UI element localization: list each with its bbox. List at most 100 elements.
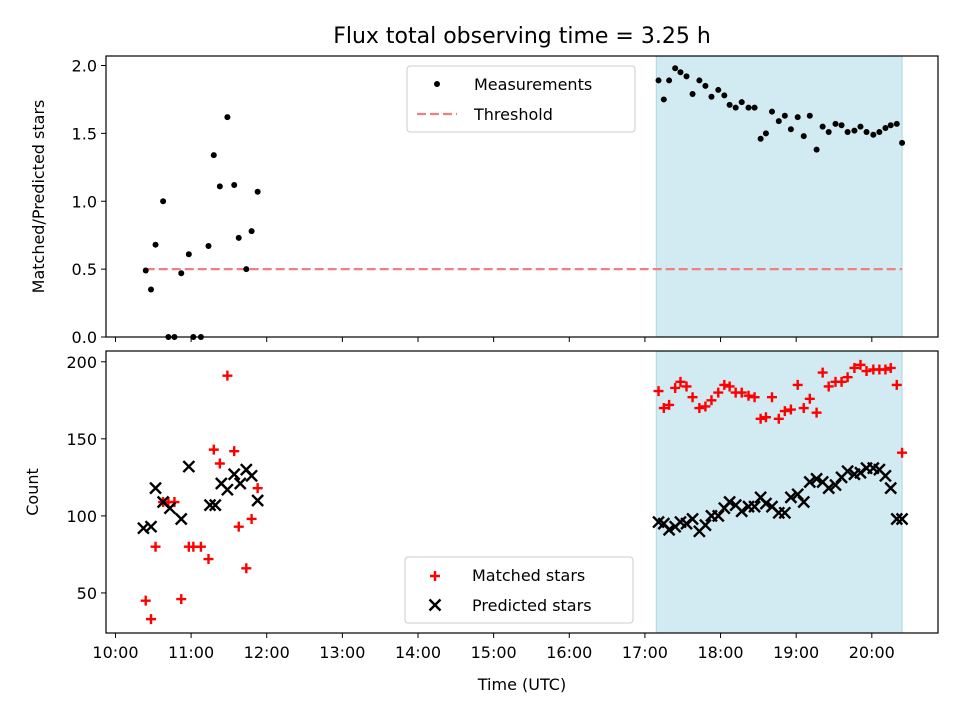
matched-point <box>653 386 664 397</box>
matched-point <box>658 403 669 414</box>
top-panel: 0.0 0.5 1.0 1.5 2.0 Matched/Predicted stars Me… <box>29 55 939 347</box>
measurement-point <box>216 183 223 190</box>
measurement-point <box>832 120 839 127</box>
matched-point <box>706 395 717 406</box>
matched-point <box>670 382 681 393</box>
matched-point <box>176 594 187 605</box>
measurement-point <box>825 129 832 136</box>
legend-plus-marker <box>430 571 440 581</box>
matched-point <box>252 483 263 494</box>
measurement-point <box>863 129 870 136</box>
matched-point <box>713 387 724 398</box>
legend-box <box>406 65 636 133</box>
legend-label: Threshold <box>473 105 553 124</box>
matched-point <box>214 458 225 469</box>
measurement-point <box>882 124 889 131</box>
y-tick-label: 200 <box>66 353 97 372</box>
x-tick-label: 17:00 <box>622 643 668 662</box>
measurement-point <box>745 104 752 111</box>
matched-point <box>229 446 240 457</box>
chart-title: Flux total observing time = 3.25 h <box>333 24 711 49</box>
matched-point <box>208 444 219 455</box>
measurement-point <box>757 135 764 142</box>
y-tick-label: 0.5 <box>72 260 97 279</box>
predicted-point <box>686 512 699 526</box>
measurement-point <box>794 114 801 121</box>
measurement-point <box>210 152 217 159</box>
y-tick-label: 50 <box>77 584 97 603</box>
predicted-point <box>822 481 836 495</box>
matched-point <box>849 362 860 373</box>
predicted-point <box>221 483 234 497</box>
matched-point <box>823 381 834 392</box>
matched-point <box>222 370 233 381</box>
x-tick-label: 16:00 <box>546 643 592 662</box>
x-tick-label: 13:00 <box>319 643 365 662</box>
predicted-point <box>803 475 817 489</box>
measurement-point <box>870 131 877 138</box>
measurement-point <box>726 101 733 108</box>
predicted-point <box>748 500 761 513</box>
predicted-point <box>884 481 898 495</box>
predicted-point <box>245 469 258 483</box>
x-tick-label: 10:00 <box>92 643 138 662</box>
matched-point <box>760 412 771 423</box>
x-tick-label: 19:00 <box>773 643 819 662</box>
y-tick-label: 1.5 <box>72 124 97 143</box>
matched-point <box>779 406 790 417</box>
measurement-point <box>178 270 185 277</box>
matched-point <box>798 403 809 414</box>
matched-point <box>246 513 257 524</box>
x-tick-label: 12:00 <box>244 643 290 662</box>
measurement-point <box>844 129 851 136</box>
x-tick-label: 15:00 <box>471 643 517 662</box>
predicted-point <box>144 520 158 534</box>
predicted-point <box>227 467 241 481</box>
measurement-point <box>813 146 820 153</box>
measurement-point <box>672 65 679 72</box>
predicted-point <box>182 460 196 473</box>
predicted-point <box>723 495 736 509</box>
y-tick-label: 100 <box>66 507 97 526</box>
measurement-point <box>152 241 159 248</box>
legend: Measurements Threshold <box>406 65 636 133</box>
measurement-point <box>677 69 684 76</box>
measurement-point <box>738 99 745 106</box>
matched-point <box>766 392 777 403</box>
measurement-point <box>721 92 728 99</box>
legend-box <box>404 556 634 624</box>
legend-label: Measurements <box>474 75 592 94</box>
predicted-point <box>759 497 773 510</box>
legend-label: Predicted stars <box>472 596 592 615</box>
measurement-point <box>851 127 858 134</box>
matched-point <box>694 403 705 414</box>
measurement-point <box>224 114 231 121</box>
matched-point <box>700 401 711 412</box>
predicted-point <box>890 512 904 526</box>
axes-frame <box>105 55 939 338</box>
matched-point <box>897 447 908 458</box>
series-matched-stars <box>140 359 908 625</box>
measurement-point <box>751 104 758 111</box>
predicted-point <box>233 477 247 490</box>
matched-point <box>681 381 692 392</box>
measurement-point <box>231 181 238 188</box>
predicted-point <box>699 518 712 532</box>
predicted-point <box>208 498 222 512</box>
matched-point <box>861 366 872 377</box>
matched-point <box>664 399 675 410</box>
series-measurements <box>142 65 906 340</box>
predicted-point <box>778 506 792 520</box>
measurement-point <box>893 120 900 127</box>
predicted-point <box>735 504 749 518</box>
matched-point <box>736 387 747 398</box>
measurement-point <box>254 188 261 195</box>
predicted-point <box>174 512 188 526</box>
measurement-point <box>887 122 894 129</box>
legend-label: Matched stars <box>472 566 585 585</box>
measurement-point <box>732 104 739 111</box>
matched-point <box>687 392 698 403</box>
measurement-point <box>768 108 775 115</box>
measurement-point <box>689 91 696 98</box>
